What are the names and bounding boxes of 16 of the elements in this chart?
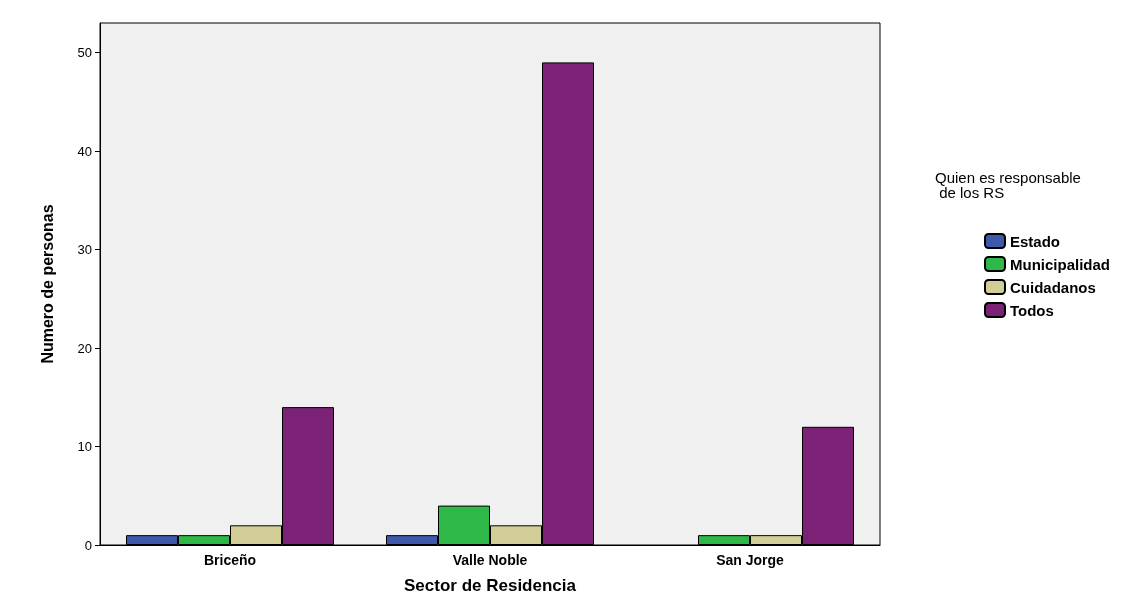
legend-label: Estado [1010, 232, 1061, 250]
y-tick-label: 30 [77, 242, 92, 258]
y-tick-label: 20 [77, 340, 92, 356]
y-axis-title: Numero de personas [38, 204, 56, 364]
x-axis-title: Sector de Residencia [404, 576, 577, 595]
y-tick-label: 10 [77, 439, 92, 455]
legend-title: Quien es responsable de los RS [935, 169, 1081, 201]
legend-label: Todos [1010, 301, 1054, 319]
y-tick-label: 50 [77, 45, 92, 61]
x-tick-label: San Jorge [716, 552, 785, 568]
legend-label: Municipalidad [1010, 255, 1111, 273]
legend-label: Cuidadanos [1010, 278, 1096, 296]
x-tick-label: Valle Noble [452, 552, 528, 568]
x-tick-label: Briceño [203, 552, 257, 568]
y-tick-label: 0 [84, 537, 92, 553]
y-tick-label: 40 [77, 143, 92, 159]
